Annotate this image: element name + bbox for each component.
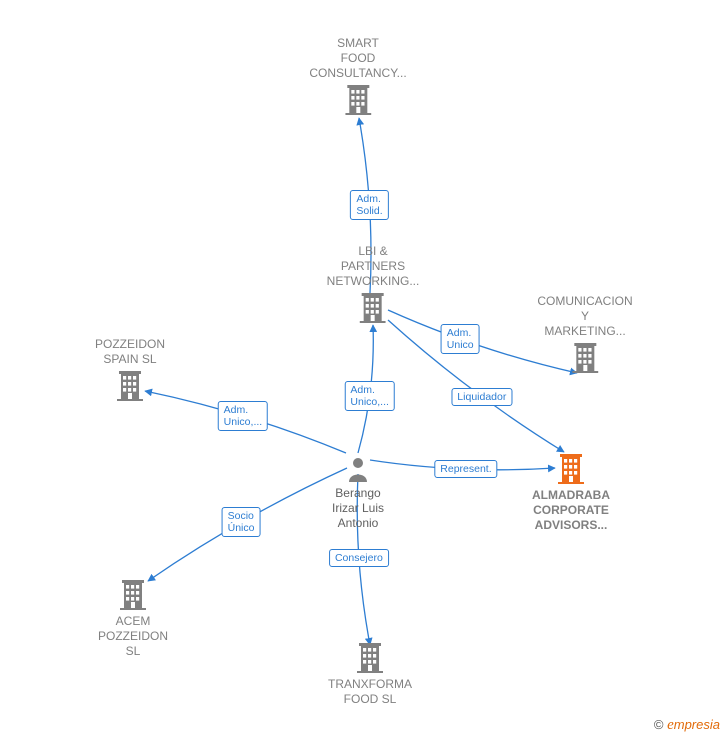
node-almadraba[interactable]: ALMADRABA CORPORATE ADVISORS... <box>532 454 610 533</box>
edge-label: Adm. Unico <box>441 324 480 354</box>
building-icon <box>98 580 168 610</box>
edge-label: Socio Único <box>222 507 261 537</box>
edge-label: Liquidador <box>451 388 512 406</box>
node-person-center[interactable]: Berango Irizar Luis Antonio <box>332 456 384 531</box>
edge-label: Adm. Unico,... <box>218 401 269 431</box>
node-label: ACEM POZZEIDON SL <box>98 614 168 659</box>
node-label: ALMADRABA CORPORATE ADVISORS... <box>532 488 610 533</box>
building-icon <box>328 643 412 673</box>
node-acem[interactable]: ACEM POZZEIDON SL <box>98 580 168 659</box>
node-label: SMART FOOD CONSULTANCY... <box>309 36 406 81</box>
node-label: Berango Irizar Luis Antonio <box>332 486 384 531</box>
person-icon <box>332 456 384 482</box>
node-lbi-partners[interactable]: LBI & PARTNERS NETWORKING... <box>327 244 420 323</box>
node-label: COMUNICACION Y MARKETING... <box>537 294 632 339</box>
node-label: POZZEIDON SPAIN SL <box>95 337 165 367</box>
edge-label: Adm. Unico,... <box>344 381 395 411</box>
copyright-symbol: © <box>654 717 664 732</box>
building-icon <box>327 293 420 323</box>
edge-label: Adm. Solid. <box>350 190 388 220</box>
building-icon <box>537 343 632 373</box>
building-icon <box>95 371 165 401</box>
node-label: LBI & PARTNERS NETWORKING... <box>327 244 420 289</box>
node-comunicacion[interactable]: COMUNICACION Y MARKETING... <box>537 294 632 373</box>
edge-label: Consejero <box>329 549 389 567</box>
node-tranxforma[interactable]: TRANXFORMA FOOD SL <box>328 643 412 707</box>
building-icon <box>309 85 406 115</box>
node-pozzeidon[interactable]: POZZEIDON SPAIN SL <box>95 337 165 401</box>
node-label: TRANXFORMA FOOD SL <box>328 677 412 707</box>
building-icon <box>532 454 610 484</box>
footer-copyright: © empresia <box>654 717 720 734</box>
brand-logo: empresia <box>667 717 720 732</box>
edge-label: Represent. <box>434 460 497 478</box>
node-smart-food[interactable]: SMART FOOD CONSULTANCY... <box>309 36 406 115</box>
